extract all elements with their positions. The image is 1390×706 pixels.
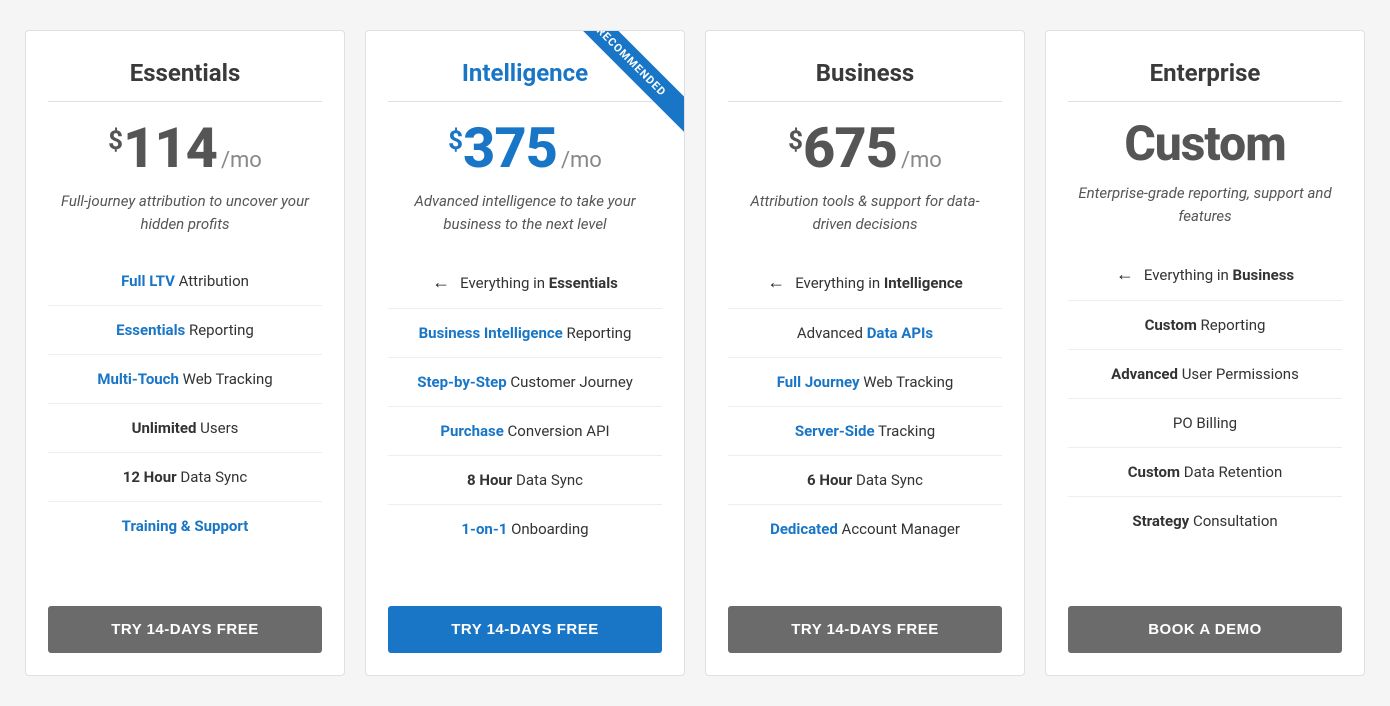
- feature-item: Essentials Reporting: [48, 306, 322, 355]
- price-value: 114: [123, 120, 217, 176]
- book-demo-button[interactable]: BOOK A DEMO: [1068, 606, 1342, 653]
- price-row: $ 114 /mo: [48, 120, 322, 176]
- pricing-card-essentials: Essentials $ 114 /mo Full-journey attrib…: [25, 30, 345, 676]
- price-value: 375: [463, 120, 557, 176]
- inherit-row: ← Everything in Business: [1068, 249, 1342, 301]
- pricing-card-enterprise: Enterprise Custom Enterprise-grade repor…: [1045, 30, 1365, 676]
- inherit-row: ← Everything in Essentials: [388, 257, 662, 309]
- price-custom: Custom: [1124, 120, 1285, 168]
- price-period: /mo: [901, 148, 942, 173]
- price-period: /mo: [221, 148, 262, 173]
- feature-item: Business Intelligence Reporting: [388, 309, 662, 358]
- feature-item: 6 Hour Data Sync: [728, 456, 1002, 505]
- feature-item: Purchase Conversion API: [388, 407, 662, 456]
- feature-list: ← Everything in Business Custom Reportin…: [1068, 249, 1342, 582]
- feature-item: Custom Data Retention: [1068, 448, 1342, 497]
- feature-item: Custom Reporting: [1068, 301, 1342, 350]
- plan-description: Enterprise-grade reporting, support and …: [1068, 182, 1342, 227]
- feature-item: 8 Hour Data Sync: [388, 456, 662, 505]
- feature-item: Full Journey Web Tracking: [728, 358, 1002, 407]
- pricing-card-intelligence: RECOMMENDED Intelligence $ 375 /mo Advan…: [365, 30, 685, 676]
- feature-list: ← Everything in Essentials Business Inte…: [388, 257, 662, 582]
- try-free-button[interactable]: TRY 14-DAYS FREE: [728, 606, 1002, 653]
- feature-item: Full LTV Attribution: [48, 257, 322, 306]
- feature-item: Advanced Data APIs: [728, 309, 1002, 358]
- price-row: Custom: [1068, 120, 1342, 168]
- try-free-button[interactable]: TRY 14-DAYS FREE: [388, 606, 662, 653]
- currency-symbol: $: [448, 126, 463, 156]
- inherit-row: ← Everything in Intelligence: [728, 257, 1002, 309]
- plan-title: Business: [728, 59, 1002, 102]
- price-value: 675: [803, 120, 897, 176]
- currency-symbol: $: [788, 126, 803, 156]
- feature-item: Advanced User Permissions: [1068, 350, 1342, 399]
- feature-item: Strategy Consultation: [1068, 497, 1342, 545]
- currency-symbol: $: [108, 126, 123, 156]
- feature-item: 1-on-1 Onboarding: [388, 505, 662, 553]
- feature-item: Multi-Touch Web Tracking: [48, 355, 322, 404]
- pricing-card-business: Business $ 675 /mo Attribution tools & s…: [705, 30, 1025, 676]
- feature-item: Step-by-Step Customer Journey: [388, 358, 662, 407]
- feature-item: PO Billing: [1068, 399, 1342, 448]
- feature-list: Full LTV Attribution Essentials Reportin…: [48, 257, 322, 582]
- arrow-left-icon: ←: [767, 272, 785, 293]
- feature-item: Unlimited Users: [48, 404, 322, 453]
- feature-item: Server-Side Tracking: [728, 407, 1002, 456]
- feature-item: Training & Support: [48, 502, 322, 550]
- try-free-button[interactable]: TRY 14-DAYS FREE: [48, 606, 322, 653]
- plan-title: Enterprise: [1068, 59, 1342, 102]
- feature-item: 12 Hour Data Sync: [48, 453, 322, 502]
- price-period: /mo: [561, 148, 602, 173]
- price-row: $ 675 /mo: [728, 120, 1002, 176]
- plan-description: Attribution tools & support for data-dri…: [728, 190, 1002, 235]
- feature-list: ← Everything in Intelligence Advanced Da…: [728, 257, 1002, 582]
- feature-item: Dedicated Account Manager: [728, 505, 1002, 553]
- plan-description: Advanced intelligence to take your busin…: [388, 190, 662, 235]
- plan-description: Full-journey attribution to uncover your…: [48, 190, 322, 235]
- plan-title: Essentials: [48, 59, 322, 102]
- arrow-left-icon: ←: [1116, 264, 1134, 285]
- arrow-left-icon: ←: [432, 272, 450, 293]
- price-row: $ 375 /mo: [388, 120, 662, 176]
